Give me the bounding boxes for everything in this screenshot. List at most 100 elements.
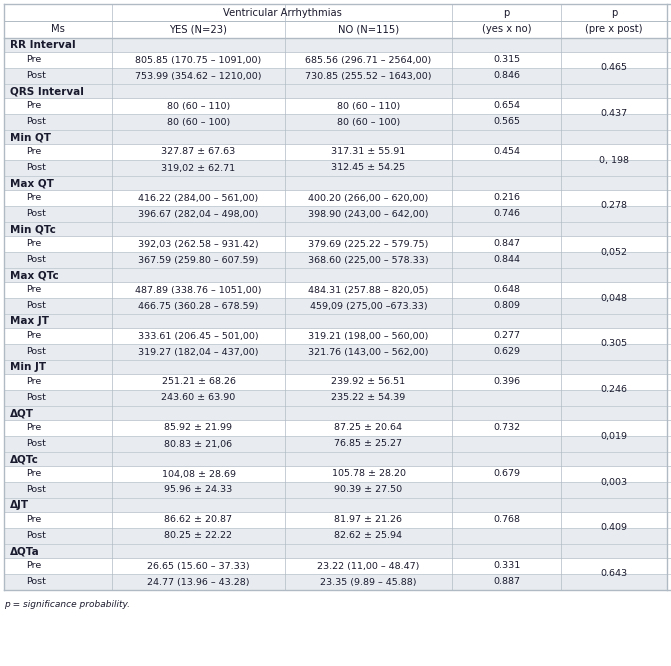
- Text: 82.62 ± 25.94: 82.62 ± 25.94: [335, 531, 403, 541]
- Text: Min JT: Min JT: [10, 362, 46, 372]
- Text: 80.83 ± 21,06: 80.83 ± 21,06: [164, 440, 233, 448]
- Bar: [4, 544, 667, 558]
- Text: Pre: Pre: [26, 470, 41, 478]
- Text: (pre x post): (pre x post): [585, 25, 643, 35]
- Text: 105.78 ± 28.20: 105.78 ± 28.20: [331, 470, 405, 478]
- Text: Min QTc: Min QTc: [10, 224, 56, 234]
- Text: 251.21 ± 68.26: 251.21 ± 68.26: [162, 378, 236, 386]
- Text: 0.305: 0.305: [601, 340, 627, 348]
- Text: 0.648: 0.648: [493, 286, 520, 294]
- Text: 0.629: 0.629: [493, 348, 520, 356]
- Text: Ventricular Arrhythmias: Ventricular Arrhythmias: [223, 7, 342, 17]
- Bar: [4, 528, 667, 544]
- Text: 0.278: 0.278: [601, 202, 627, 210]
- Text: 87.25 ± 20.64: 87.25 ± 20.64: [335, 424, 403, 432]
- Bar: [4, 574, 667, 590]
- Text: 0.465: 0.465: [601, 63, 627, 73]
- Bar: [4, 4, 667, 21]
- Text: 0.679: 0.679: [493, 470, 520, 478]
- Text: ΔQTa: ΔQTa: [10, 546, 40, 556]
- Text: Post: Post: [26, 71, 46, 81]
- Text: Max QTc: Max QTc: [10, 270, 59, 280]
- Text: 0,003: 0,003: [601, 478, 627, 486]
- Text: 0.847: 0.847: [493, 240, 520, 248]
- Bar: [4, 38, 667, 52]
- Bar: [4, 252, 667, 268]
- Text: 0.809: 0.809: [493, 302, 520, 310]
- Text: 0.216: 0.216: [493, 194, 520, 202]
- Bar: [4, 360, 667, 374]
- Text: 81.97 ± 21.26: 81.97 ± 21.26: [335, 515, 403, 525]
- Text: Post: Post: [26, 117, 46, 127]
- Text: 0.768: 0.768: [493, 515, 520, 525]
- Bar: [4, 21, 667, 38]
- Bar: [4, 498, 667, 512]
- Bar: [4, 268, 667, 282]
- Text: 0,019: 0,019: [601, 432, 627, 440]
- Text: p: p: [503, 7, 510, 17]
- Bar: [4, 144, 667, 160]
- Text: Max JT: Max JT: [10, 316, 49, 326]
- Text: 400.20 (266,00 – 620,00): 400.20 (266,00 – 620,00): [309, 194, 429, 202]
- Bar: [4, 206, 667, 222]
- Text: 80 (60 – 110): 80 (60 – 110): [167, 101, 230, 111]
- Text: Pre: Pre: [26, 561, 41, 571]
- Text: 80.25 ± 22.22: 80.25 ± 22.22: [164, 531, 232, 541]
- Text: ΔQT: ΔQT: [10, 408, 34, 418]
- Text: Post: Post: [26, 394, 46, 402]
- Bar: [4, 344, 667, 360]
- Text: Pre: Pre: [26, 286, 41, 294]
- Text: 0.437: 0.437: [601, 109, 627, 119]
- Text: 0.846: 0.846: [493, 71, 520, 81]
- Text: 24.77 (13.96 – 43.28): 24.77 (13.96 – 43.28): [147, 577, 250, 587]
- Text: 85.92 ± 21.99: 85.92 ± 21.99: [164, 424, 232, 432]
- Text: 321.76 (143,00 – 562,00): 321.76 (143,00 – 562,00): [308, 348, 429, 356]
- Bar: [4, 406, 667, 420]
- Text: 416.22 (284,00 – 561,00): 416.22 (284,00 – 561,00): [138, 194, 258, 202]
- Bar: [4, 436, 667, 452]
- Bar: [4, 282, 667, 298]
- Text: Post: Post: [26, 256, 46, 264]
- Text: Pre: Pre: [26, 424, 41, 432]
- Text: 0.887: 0.887: [493, 577, 520, 587]
- Text: p: p: [611, 7, 617, 17]
- Bar: [4, 130, 667, 144]
- Text: ΔQTc: ΔQTc: [10, 454, 39, 464]
- Text: 86.62 ± 20.87: 86.62 ± 20.87: [164, 515, 232, 525]
- Text: 0.331: 0.331: [493, 561, 520, 571]
- Text: 319,02 ± 62.71: 319,02 ± 62.71: [162, 163, 236, 172]
- Text: 0.654: 0.654: [493, 101, 520, 111]
- Bar: [4, 390, 667, 406]
- Text: 333.61 (206.45 – 501,00): 333.61 (206.45 – 501,00): [138, 332, 259, 340]
- Text: Post: Post: [26, 486, 46, 494]
- Text: Post: Post: [26, 440, 46, 448]
- Text: 0.409: 0.409: [601, 523, 627, 533]
- Text: 319.27 (182,04 – 437,00): 319.27 (182,04 – 437,00): [138, 348, 259, 356]
- Text: Pre: Pre: [26, 515, 41, 525]
- Text: 90.39 ± 27.50: 90.39 ± 27.50: [334, 486, 403, 494]
- Text: Min QT: Min QT: [10, 132, 51, 142]
- Text: 0.315: 0.315: [493, 55, 520, 65]
- Text: 23.35 (9.89 – 45.88): 23.35 (9.89 – 45.88): [320, 577, 417, 587]
- Text: 0.732: 0.732: [493, 424, 520, 432]
- Text: Post: Post: [26, 577, 46, 587]
- Text: 396.67 (282,04 – 498,00): 396.67 (282,04 – 498,00): [138, 210, 259, 218]
- Text: 95.96 ± 24.33: 95.96 ± 24.33: [164, 486, 233, 494]
- Text: ΔJT: ΔJT: [10, 500, 29, 510]
- Bar: [4, 84, 667, 98]
- Text: 459,09 (275,00 –673.33): 459,09 (275,00 –673.33): [310, 302, 427, 310]
- Bar: [4, 298, 667, 314]
- Text: 243.60 ± 63.90: 243.60 ± 63.90: [161, 394, 236, 402]
- Text: 0,048: 0,048: [601, 294, 627, 302]
- Text: NO (N=115): NO (N=115): [338, 25, 399, 35]
- Text: Pre: Pre: [26, 332, 41, 340]
- Text: 0,052: 0,052: [601, 248, 627, 256]
- Text: 312.45 ± 54.25: 312.45 ± 54.25: [331, 163, 405, 172]
- Text: 0.396: 0.396: [493, 378, 520, 386]
- Text: RR Interval: RR Interval: [10, 40, 76, 50]
- Text: QRS Interval: QRS Interval: [10, 86, 84, 96]
- Bar: [4, 558, 667, 574]
- Text: (yes x no): (yes x no): [482, 25, 531, 35]
- Text: Post: Post: [26, 163, 46, 172]
- Text: 368.60 (225,00 – 578.33): 368.60 (225,00 – 578.33): [308, 256, 429, 264]
